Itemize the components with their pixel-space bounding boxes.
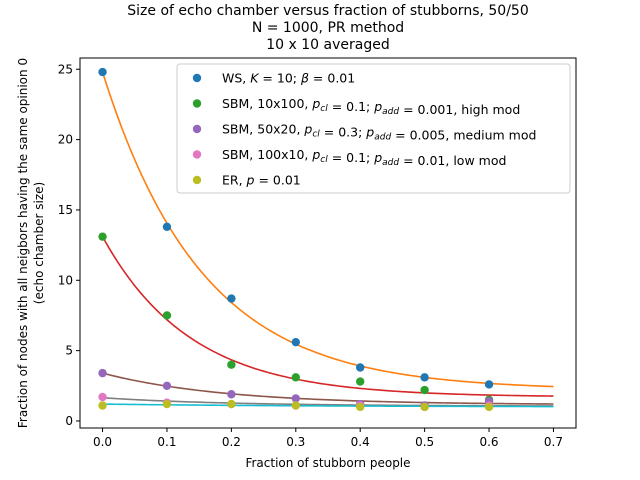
legend-marker-1 xyxy=(192,99,202,108)
legend-marker-3 xyxy=(192,150,202,159)
data-point-s2-1 xyxy=(162,381,172,390)
data-point-s4-3 xyxy=(291,401,300,410)
fit-curves xyxy=(101,71,554,408)
data-point-s0-0 xyxy=(98,67,107,77)
legend-label-2: SBM, 50x20, pcl = 0.3; padd = 0.005, med… xyxy=(222,122,536,143)
data-point-s1-3 xyxy=(291,373,300,382)
data-point-s0-1 xyxy=(162,222,172,232)
fit-curve-1 xyxy=(101,236,554,397)
data-point-s1-1 xyxy=(162,311,172,320)
data-point-s2-2 xyxy=(227,390,236,399)
data-point-s1-5 xyxy=(420,385,429,395)
x-axis-ticks: 0.0 0.1 0.2 0.3 0.4 0.5 0.6 0.7 xyxy=(93,428,563,449)
fit-curve-2 xyxy=(102,372,554,405)
legend-label-4: ER, p = 0.01 xyxy=(222,173,301,188)
data-point-s0-4 xyxy=(356,363,365,372)
legend-marker-4 xyxy=(192,175,202,185)
data-point-s4-2 xyxy=(227,399,236,409)
y-tick-label: 10 xyxy=(58,273,73,287)
chart-title-line-2: N = 1000, PR method xyxy=(252,20,404,36)
legend: WS, K = 10; β = 0.01 SBM, 10x100, pcl = 0… xyxy=(176,63,571,194)
legend-marker-0 xyxy=(192,73,202,83)
x-tick-label: 0.2 xyxy=(222,435,241,449)
y-axis-label: Fraction of nodes with all neigbors havi… xyxy=(16,58,46,428)
data-point-s3-0 xyxy=(98,392,107,402)
fit-curve-0 xyxy=(101,71,554,388)
data-point-s2-3 xyxy=(291,394,300,403)
chart-title: Size of echo chamber versus fraction of … xyxy=(127,3,528,53)
x-tick-label: 0.5 xyxy=(415,435,434,449)
chart-title-line-1: Size of echo chamber versus fraction of … xyxy=(127,3,528,19)
data-point-s4-6 xyxy=(484,402,494,412)
y-tick-label: 5 xyxy=(65,344,73,358)
x-tick-label: 0.6 xyxy=(479,435,498,449)
data-point-s0-3 xyxy=(291,337,300,347)
data-points xyxy=(98,67,494,412)
legend-label-3: SBM, 100x10, pcl = 0.1; padd = 0.01, low… xyxy=(222,147,506,168)
data-point-s0-5 xyxy=(420,373,429,382)
data-point-s4-1 xyxy=(162,399,172,409)
x-tick-label: 0.0 xyxy=(93,435,112,449)
data-point-s1-2 xyxy=(227,360,236,369)
data-point-s0-6 xyxy=(484,380,494,389)
data-point-s4-5 xyxy=(420,402,429,412)
y-tick-label: 0 xyxy=(65,414,73,428)
x-tick-label: 0.1 xyxy=(157,435,176,449)
fit-curve-4 xyxy=(102,403,554,408)
y-axis-label-line-2: (echo chamber size) xyxy=(32,182,46,304)
legend-marker-2 xyxy=(192,124,202,134)
x-axis-label: Fraction of stubborn people xyxy=(245,456,410,470)
y-tick-label: 25 xyxy=(58,62,73,76)
legend-label-0: WS, K = 10; β = 0.01 xyxy=(222,71,355,86)
plot-area-frame xyxy=(79,57,577,429)
y-axis-ticks: 0 5 10 15 20 25 xyxy=(58,62,80,428)
data-point-s1-4 xyxy=(356,377,365,386)
data-point-s0-2 xyxy=(227,294,236,303)
data-point-s2-0 xyxy=(98,368,107,378)
y-tick-label: 15 xyxy=(58,203,73,217)
legend-label-1: SBM, 10x100, pcl = 0.1; padd = 0.001, hi… xyxy=(222,96,520,117)
y-tick-label: 20 xyxy=(58,133,73,147)
x-tick-label: 0.3 xyxy=(286,435,305,449)
chart-title-line-3: 10 x 10 averaged xyxy=(266,37,389,53)
x-tick-label: 0.7 xyxy=(544,435,563,449)
y-axis-label-line-1: Fraction of nodes with all neigbors havi… xyxy=(16,58,30,428)
x-tick-label: 0.4 xyxy=(351,435,370,449)
data-point-s1-0 xyxy=(98,232,107,241)
data-point-s4-4 xyxy=(356,402,365,412)
legend-box xyxy=(176,63,571,194)
data-point-s4-0 xyxy=(98,401,107,410)
